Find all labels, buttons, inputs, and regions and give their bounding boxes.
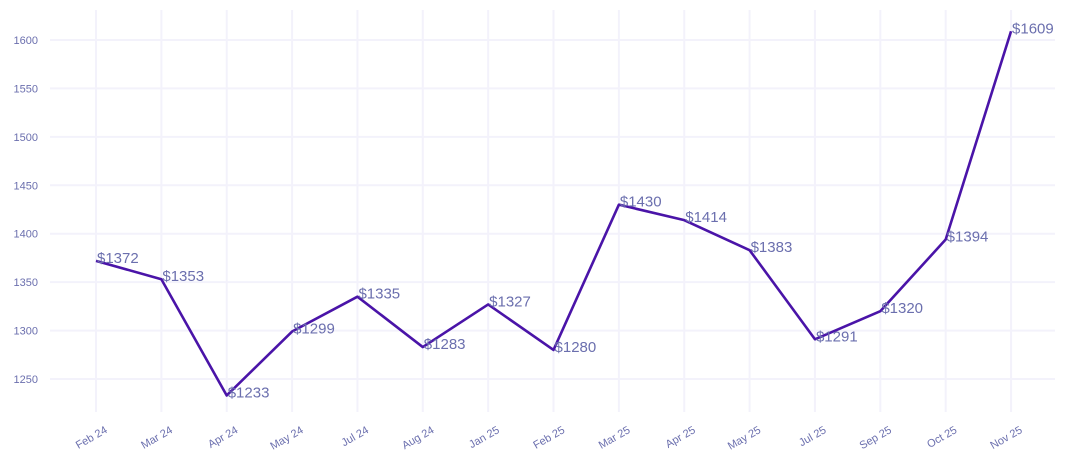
y-tick-label: 1450 bbox=[14, 180, 38, 192]
y-tick-label: 1550 bbox=[14, 83, 38, 95]
data-label: $1280 bbox=[555, 339, 597, 356]
series-line bbox=[95, 30, 1013, 397]
x-tick-label: May 24 bbox=[268, 424, 305, 452]
x-tick-label: Feb 25 bbox=[531, 424, 567, 452]
data-label: $1430 bbox=[620, 194, 662, 211]
data-label: $1327 bbox=[489, 293, 531, 310]
data-labels: $1372 $1353 $1233 $1299 $1335 $1283 $1327 $1280… bbox=[97, 20, 1054, 401]
data-label: $1372 bbox=[97, 250, 139, 267]
data-label: $1320 bbox=[881, 300, 923, 317]
x-tick-label: Mar 25 bbox=[597, 424, 633, 452]
x-tick-label: Jul 24 bbox=[340, 424, 371, 449]
y-axis: 1250 1300 1350 1400 1450 1500 1550 1600 bbox=[14, 35, 38, 386]
y-tick-label: 1250 bbox=[14, 374, 38, 386]
x-tick-label: Mar 24 bbox=[139, 424, 175, 452]
x-tick-label: Apr 25 bbox=[664, 424, 698, 451]
data-label: $1383 bbox=[751, 239, 793, 256]
x-axis: Feb 24 Mar 24 Apr 24 May 24 Jul 24 Aug 24 Jan … bbox=[74, 424, 1025, 452]
y-tick-label: 1300 bbox=[14, 326, 38, 338]
y-tick-label: 1500 bbox=[14, 132, 38, 144]
x-tick-label: Feb 24 bbox=[74, 424, 110, 452]
data-label: $1609 bbox=[1012, 20, 1054, 37]
data-label: $1353 bbox=[162, 268, 204, 285]
x-tick-label: Sep 25 bbox=[858, 424, 894, 452]
x-tick-label: Nov 25 bbox=[988, 424, 1024, 452]
data-label: $1414 bbox=[685, 209, 727, 226]
data-label: $1233 bbox=[228, 384, 270, 401]
y-tick-label: 1400 bbox=[14, 229, 38, 241]
data-label: $1299 bbox=[293, 321, 335, 338]
x-tick-label: Apr 24 bbox=[206, 424, 240, 451]
x-tick-label: May 25 bbox=[726, 424, 763, 452]
x-tick-label: Oct 25 bbox=[925, 424, 959, 451]
y-tick-label: 1350 bbox=[14, 277, 38, 289]
data-label: $1335 bbox=[358, 286, 400, 303]
y-tick-label: 1600 bbox=[14, 35, 38, 47]
data-label: $1394 bbox=[947, 229, 989, 246]
data-label: $1291 bbox=[816, 328, 858, 345]
x-tick-label: Jul 25 bbox=[797, 424, 828, 449]
data-label: $1283 bbox=[424, 336, 466, 353]
grid bbox=[50, 10, 1055, 412]
x-tick-label: Aug 24 bbox=[400, 424, 436, 452]
x-tick-label: Jan 25 bbox=[467, 424, 502, 451]
